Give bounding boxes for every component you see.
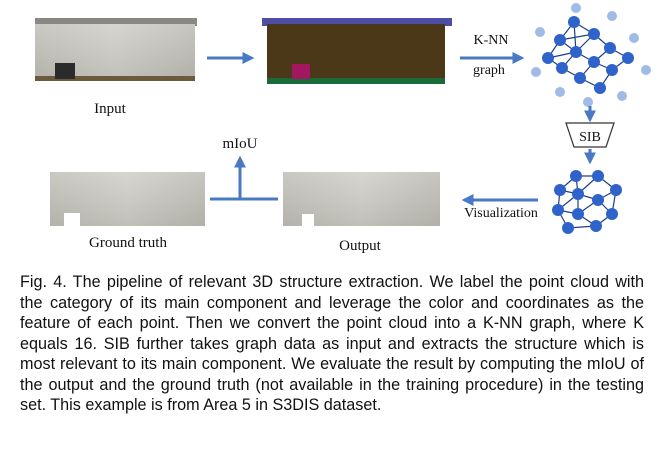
ground-truth-point-cloud [50, 172, 205, 226]
input-point-cloud [35, 18, 197, 81]
output-label: Output [339, 238, 382, 254]
figure-caption: Fig. 4. The pipeline of relevant 3D stru… [20, 273, 644, 414]
output-point-cloud [283, 172, 440, 226]
ground-truth-label: Ground truth [89, 235, 167, 251]
knn-graph [547, 21, 629, 89]
pipeline-figure: K-NN graph [35, 3, 651, 254]
structure-graph [557, 175, 617, 229]
segmented-point-cloud [262, 18, 452, 84]
input-label: Input [94, 101, 126, 117]
visualization-label: Visualization [464, 206, 538, 221]
miou-connector [210, 155, 278, 201]
structure-graph-nodes [552, 170, 622, 234]
knn-graph-nodes [531, 3, 651, 107]
knn-label: K-NN [474, 33, 509, 48]
sib-trapezoid-icon [565, 122, 615, 148]
miou-label: mIoU [223, 136, 258, 152]
sib-label: SIB [579, 130, 601, 145]
graph-label: graph [473, 63, 505, 78]
